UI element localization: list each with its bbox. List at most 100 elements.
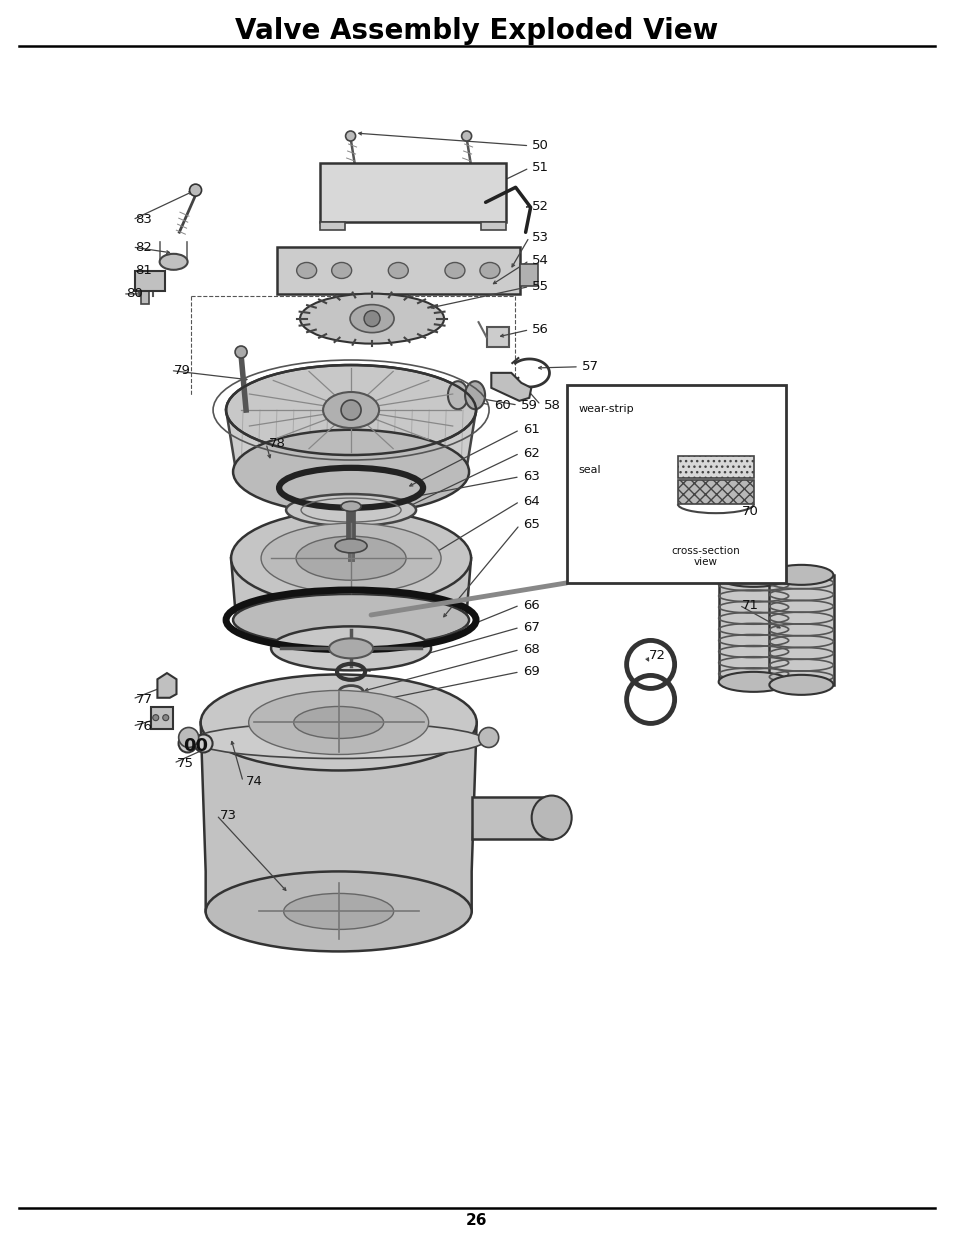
Ellipse shape (465, 382, 484, 409)
Text: 69: 69 (522, 666, 539, 678)
Bar (151, 706, 172, 729)
Ellipse shape (200, 674, 477, 771)
Ellipse shape (332, 263, 352, 278)
Circle shape (163, 715, 169, 721)
Bar (480, 222, 505, 230)
Text: 78: 78 (269, 437, 286, 450)
Ellipse shape (231, 510, 471, 606)
Text: cross-section
view: cross-section view (671, 546, 740, 567)
Ellipse shape (283, 893, 394, 930)
Ellipse shape (768, 564, 833, 585)
Ellipse shape (233, 430, 469, 514)
Ellipse shape (718, 672, 788, 692)
Text: 70: 70 (741, 505, 759, 517)
Text: 64: 64 (522, 495, 539, 508)
Text: 57: 57 (581, 361, 598, 373)
Text: seal: seal (578, 466, 600, 475)
Ellipse shape (193, 722, 484, 758)
Text: 74: 74 (246, 776, 263, 788)
Text: 26: 26 (466, 1213, 487, 1228)
Polygon shape (491, 373, 531, 401)
Bar (319, 163, 505, 222)
Text: 61: 61 (522, 424, 539, 436)
Ellipse shape (271, 626, 431, 671)
Bar (141, 275, 149, 304)
Text: 55: 55 (532, 280, 549, 293)
Circle shape (152, 715, 158, 721)
Text: 67: 67 (522, 621, 539, 634)
Bar (566, 385, 785, 583)
Circle shape (461, 131, 471, 141)
Text: 00: 00 (183, 737, 208, 755)
Ellipse shape (444, 263, 464, 278)
Ellipse shape (233, 594, 469, 646)
Ellipse shape (294, 706, 383, 739)
Polygon shape (231, 558, 471, 620)
Text: 83: 83 (135, 214, 152, 226)
Ellipse shape (335, 538, 367, 553)
Text: 82: 82 (135, 241, 152, 253)
Text: 51: 51 (532, 162, 549, 174)
Text: 75: 75 (176, 757, 193, 769)
Ellipse shape (531, 795, 571, 840)
Ellipse shape (300, 294, 443, 343)
Ellipse shape (341, 501, 360, 511)
Polygon shape (157, 673, 176, 698)
Text: 52: 52 (532, 200, 549, 212)
Text: 66: 66 (522, 599, 539, 611)
Bar (678, 456, 753, 478)
Bar (471, 797, 551, 839)
Circle shape (478, 727, 498, 747)
Text: 50: 50 (532, 140, 549, 152)
Text: 71: 71 (741, 599, 759, 611)
Text: 62: 62 (522, 447, 539, 459)
Circle shape (190, 184, 201, 196)
Text: 72: 72 (648, 650, 665, 662)
Text: 54: 54 (532, 254, 549, 267)
Text: Valve Assembly Exploded View: Valve Assembly Exploded View (235, 17, 718, 44)
Ellipse shape (718, 567, 788, 587)
Polygon shape (226, 410, 476, 472)
Ellipse shape (295, 536, 406, 580)
Text: 80: 80 (126, 288, 143, 300)
Bar (718, 577, 788, 682)
Ellipse shape (261, 524, 440, 593)
Circle shape (345, 131, 355, 141)
Bar (276, 247, 519, 294)
Text: 59: 59 (520, 399, 537, 411)
Circle shape (178, 735, 196, 752)
Ellipse shape (338, 685, 363, 698)
Text: 79: 79 (173, 364, 191, 377)
Ellipse shape (286, 494, 416, 526)
Ellipse shape (329, 638, 373, 658)
Ellipse shape (768, 674, 833, 695)
Bar (768, 574, 834, 685)
Ellipse shape (448, 382, 467, 409)
Text: 81: 81 (135, 264, 152, 277)
Circle shape (234, 346, 247, 358)
Ellipse shape (388, 263, 408, 278)
Circle shape (194, 735, 213, 752)
Ellipse shape (479, 263, 499, 278)
Text: 77: 77 (135, 693, 152, 705)
Text: 63: 63 (522, 471, 539, 483)
Text: wear-strip: wear-strip (578, 404, 634, 414)
Ellipse shape (226, 366, 476, 454)
Text: 68: 68 (522, 643, 539, 656)
Circle shape (341, 400, 360, 420)
Bar (519, 264, 537, 287)
Bar (678, 480, 753, 504)
Text: 56: 56 (532, 324, 549, 336)
Bar (135, 272, 165, 291)
Text: 53: 53 (532, 231, 549, 243)
Ellipse shape (296, 263, 316, 278)
Text: 60: 60 (494, 399, 511, 411)
Text: 76: 76 (135, 720, 152, 732)
Ellipse shape (350, 305, 394, 332)
Circle shape (364, 311, 379, 326)
Bar (486, 327, 508, 347)
Circle shape (178, 727, 198, 747)
Ellipse shape (159, 254, 188, 269)
Text: 58: 58 (543, 399, 560, 411)
Ellipse shape (249, 690, 428, 755)
